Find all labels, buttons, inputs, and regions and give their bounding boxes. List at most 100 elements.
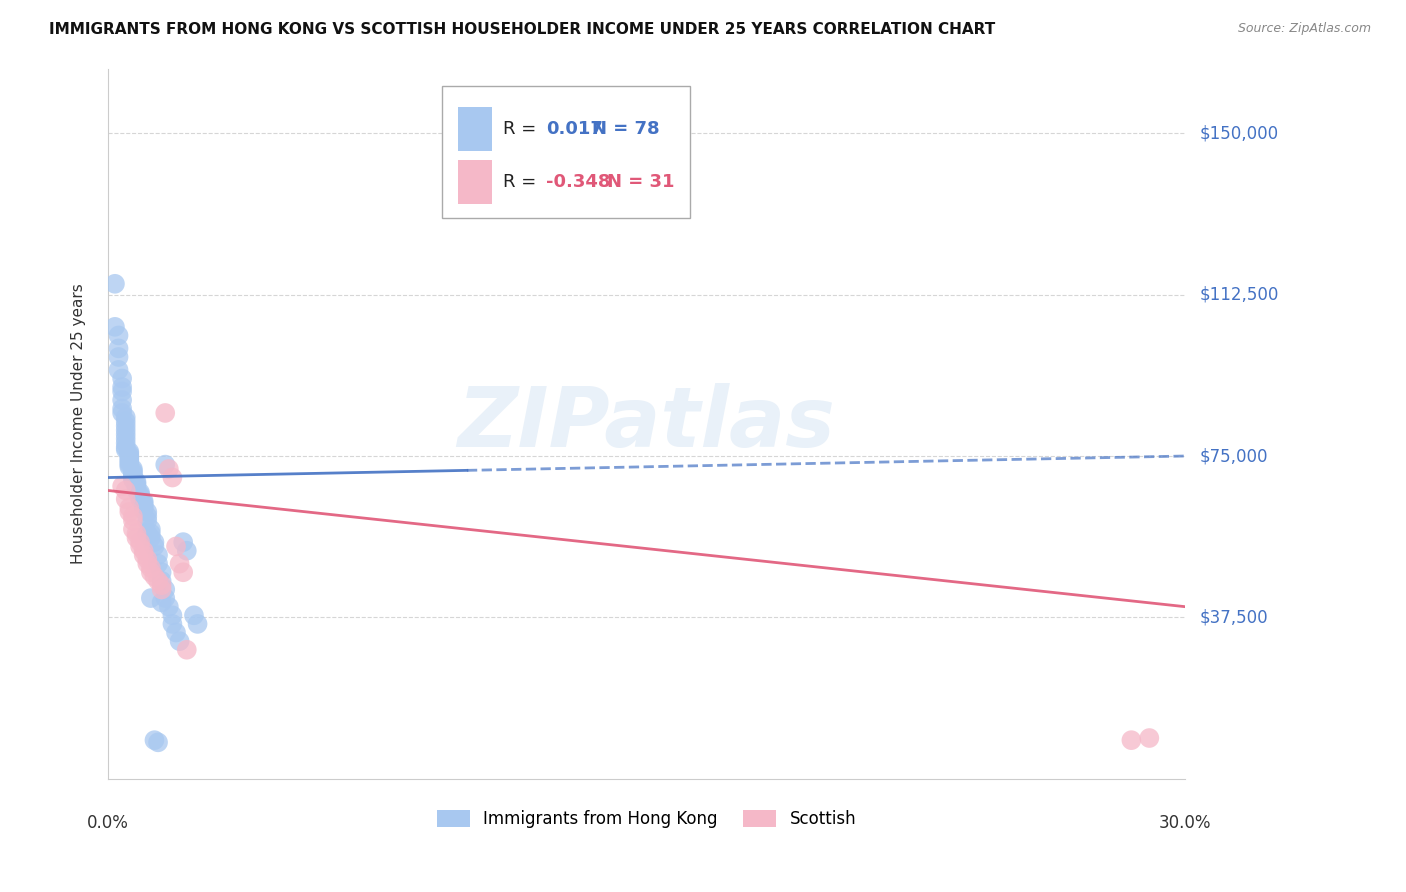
- Point: [118, 500, 141, 515]
- FancyBboxPatch shape: [441, 87, 689, 218]
- Point: [132, 494, 155, 508]
- Point: [114, 491, 136, 506]
- Point: [139, 591, 162, 606]
- FancyBboxPatch shape: [458, 107, 492, 151]
- Point: [146, 557, 169, 571]
- Text: $150,000: $150,000: [1199, 124, 1278, 142]
- Point: [129, 490, 152, 504]
- Point: [162, 608, 184, 623]
- Point: [118, 458, 141, 472]
- Point: [114, 432, 136, 446]
- Text: R =: R =: [503, 120, 543, 138]
- Point: [176, 642, 198, 657]
- Text: 0.017: 0.017: [547, 120, 603, 138]
- Point: [122, 467, 145, 481]
- Point: [143, 535, 166, 549]
- Point: [111, 384, 134, 399]
- Point: [146, 548, 169, 562]
- Point: [125, 483, 148, 498]
- Point: [132, 548, 155, 562]
- Point: [165, 540, 187, 554]
- Point: [132, 503, 155, 517]
- Point: [122, 464, 145, 478]
- Text: ZIPatlas: ZIPatlas: [457, 384, 835, 464]
- Point: [162, 470, 184, 484]
- Point: [114, 410, 136, 425]
- Text: Source: ZipAtlas.com: Source: ZipAtlas.com: [1237, 22, 1371, 36]
- Point: [172, 566, 194, 580]
- Point: [107, 328, 129, 343]
- Point: [122, 509, 145, 524]
- Point: [129, 488, 152, 502]
- Point: [139, 566, 162, 580]
- Point: [129, 535, 152, 549]
- Point: [118, 455, 141, 469]
- Text: $37,500: $37,500: [1199, 608, 1268, 626]
- Point: [125, 481, 148, 495]
- Point: [114, 423, 136, 437]
- Text: 30.0%: 30.0%: [1159, 814, 1212, 832]
- Point: [172, 535, 194, 549]
- Point: [183, 608, 205, 623]
- Point: [118, 444, 141, 458]
- Point: [111, 380, 134, 394]
- Point: [162, 616, 184, 631]
- Point: [143, 540, 166, 554]
- Point: [157, 599, 180, 614]
- Point: [125, 531, 148, 545]
- Point: [122, 470, 145, 484]
- Point: [155, 406, 177, 420]
- Text: N = 78: N = 78: [592, 120, 659, 138]
- Text: IMMIGRANTS FROM HONG KONG VS SCOTTISH HOUSEHOLDER INCOME UNDER 25 YEARS CORRELAT: IMMIGRANTS FROM HONG KONG VS SCOTTISH HO…: [49, 22, 995, 37]
- Point: [114, 427, 136, 442]
- Point: [136, 557, 159, 571]
- Point: [122, 468, 145, 483]
- Point: [122, 522, 145, 536]
- Point: [139, 531, 162, 545]
- Point: [104, 319, 127, 334]
- Point: [118, 449, 141, 463]
- Point: [129, 485, 152, 500]
- Point: [125, 479, 148, 493]
- Text: R =: R =: [503, 173, 543, 191]
- Point: [136, 552, 159, 566]
- Point: [143, 569, 166, 583]
- Point: [118, 505, 141, 519]
- Point: [143, 733, 166, 747]
- Legend: Immigrants from Hong Kong, Scottish: Immigrants from Hong Kong, Scottish: [430, 803, 863, 835]
- Point: [114, 441, 136, 455]
- Point: [125, 526, 148, 541]
- FancyBboxPatch shape: [458, 161, 492, 204]
- Point: [150, 566, 173, 580]
- Point: [132, 500, 155, 515]
- Point: [136, 526, 159, 541]
- Point: [107, 342, 129, 356]
- Point: [155, 582, 177, 597]
- Point: [118, 447, 141, 461]
- Text: $112,500: $112,500: [1199, 285, 1278, 303]
- Point: [155, 591, 177, 606]
- Point: [169, 557, 191, 571]
- Point: [136, 514, 159, 528]
- Point: [150, 578, 173, 592]
- Point: [122, 473, 145, 487]
- Point: [136, 505, 159, 519]
- Point: [114, 415, 136, 429]
- Point: [1137, 731, 1160, 745]
- Point: [118, 459, 141, 474]
- Point: [132, 496, 155, 510]
- Point: [118, 451, 141, 466]
- Point: [157, 462, 180, 476]
- Point: [114, 436, 136, 450]
- Text: $75,000: $75,000: [1199, 447, 1268, 465]
- Point: [129, 540, 152, 554]
- Point: [107, 363, 129, 377]
- Point: [122, 514, 145, 528]
- Point: [104, 277, 127, 291]
- Point: [139, 526, 162, 541]
- Point: [114, 483, 136, 498]
- Point: [111, 371, 134, 385]
- Text: -0.348: -0.348: [547, 173, 610, 191]
- Point: [114, 442, 136, 457]
- Point: [111, 479, 134, 493]
